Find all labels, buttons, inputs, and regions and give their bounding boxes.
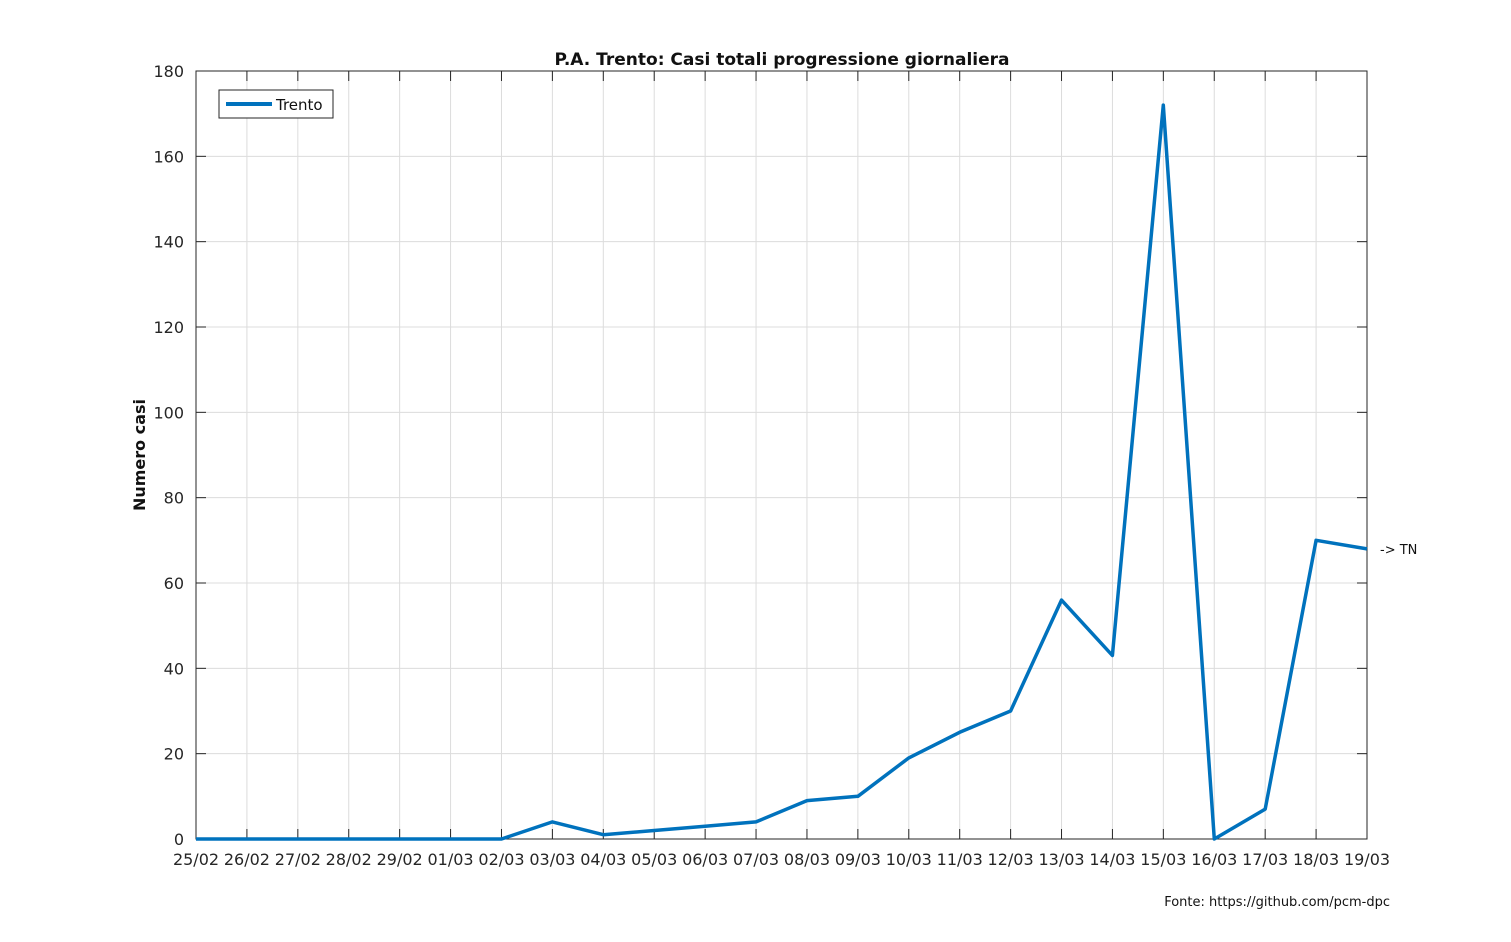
x-tick-label: 27/02 bbox=[275, 850, 321, 869]
x-tick-label: 12/03 bbox=[988, 850, 1034, 869]
x-tick-label: 04/03 bbox=[580, 850, 626, 869]
x-tick-label: 02/03 bbox=[478, 850, 524, 869]
x-tick-label: 08/03 bbox=[784, 850, 830, 869]
y-tick-label: 180 bbox=[153, 62, 184, 81]
x-tick-label: 09/03 bbox=[835, 850, 881, 869]
end-annotation: -> TN bbox=[1380, 543, 1417, 558]
y-axis-ticks: 0 20 40 60 80 100 120 140 160 180 bbox=[153, 62, 1367, 849]
x-tick-label: 05/03 bbox=[631, 850, 677, 869]
legend-entry-trento: Trento bbox=[275, 96, 323, 114]
x-tick-label: 17/03 bbox=[1242, 850, 1288, 869]
x-tick-label: 16/03 bbox=[1191, 850, 1237, 869]
x-tick-label: 13/03 bbox=[1038, 850, 1084, 869]
series-lines bbox=[196, 103, 1368, 841]
y-tick-label: 0 bbox=[174, 830, 184, 849]
x-tick-label: 29/02 bbox=[377, 850, 423, 869]
axes-box bbox=[195, 70, 1368, 840]
x-tick-label: 01/03 bbox=[428, 850, 474, 869]
x-tick-label: 10/03 bbox=[886, 850, 932, 869]
y-tick-label: 60 bbox=[164, 574, 184, 593]
x-tick-label: 28/02 bbox=[326, 850, 372, 869]
chart-title: P.A. Trento: Casi totali progressione gi… bbox=[555, 50, 1010, 70]
y-axis-label: Numero casi bbox=[130, 399, 149, 511]
x-tick-label: 11/03 bbox=[937, 850, 983, 869]
x-tick-label: 26/02 bbox=[224, 850, 270, 869]
x-tick-label: 06/03 bbox=[682, 850, 728, 869]
y-tick-label: 100 bbox=[153, 403, 184, 422]
source-note: Fonte: https://github.com/pcm-dpc bbox=[1164, 895, 1390, 910]
x-tick-label: 18/03 bbox=[1293, 850, 1339, 869]
series-line-trento bbox=[196, 103, 1368, 841]
y-tick-label: 80 bbox=[164, 489, 184, 508]
legend: Trento bbox=[218, 89, 334, 119]
x-tick-label: 19/03 bbox=[1344, 850, 1390, 869]
y-tick-label: 20 bbox=[164, 745, 184, 764]
x-tick-label: 25/02 bbox=[173, 850, 219, 869]
y-tick-label: 40 bbox=[164, 659, 184, 678]
x-tick-label: 03/03 bbox=[529, 850, 575, 869]
x-tick-label: 07/03 bbox=[733, 850, 779, 869]
y-tick-label: 140 bbox=[153, 233, 184, 252]
y-tick-label: 160 bbox=[153, 147, 184, 166]
x-tick-label: 14/03 bbox=[1089, 850, 1135, 869]
grid-lines bbox=[195, 70, 1368, 840]
y-tick-label: 120 bbox=[153, 318, 184, 337]
x-tick-label: 15/03 bbox=[1140, 850, 1186, 869]
x-axis-ticks: 25/02 26/02 27/02 28/02 29/02 01/03 02/03 03/03… bbox=[173, 71, 1390, 869]
